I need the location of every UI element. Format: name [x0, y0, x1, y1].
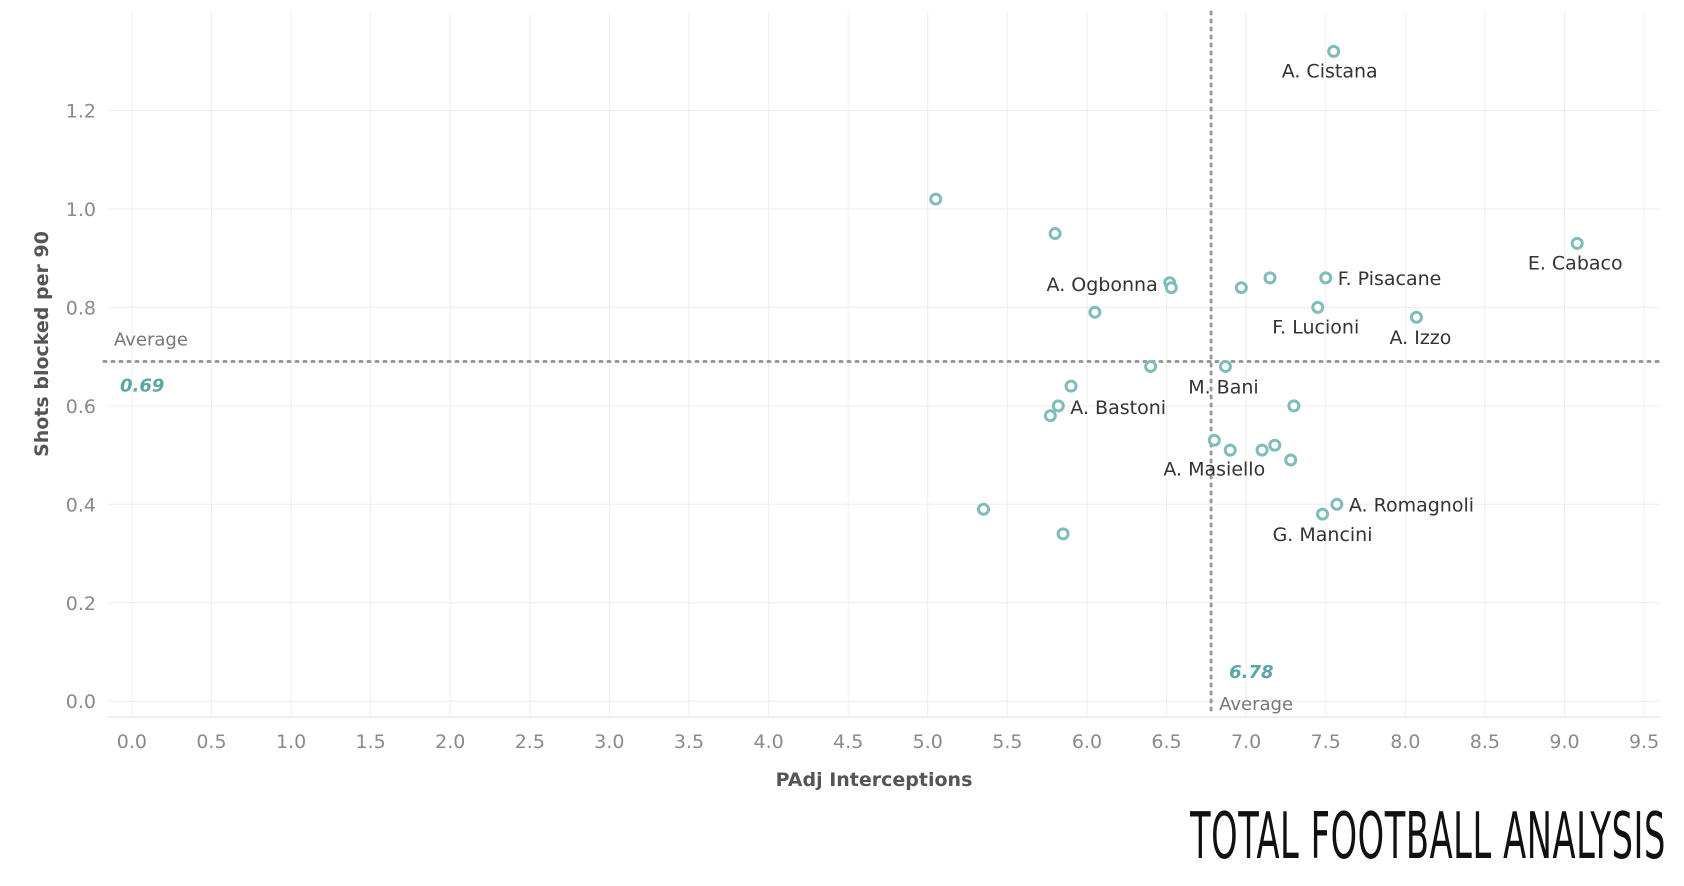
data-point [929, 192, 943, 206]
y-tick-label: 0.6 [66, 396, 96, 418]
x-tick-label: 8.0 [1390, 731, 1420, 753]
x-tick-label: 7.0 [1231, 731, 1261, 753]
x-tick-label: 9.5 [1629, 731, 1659, 753]
data-point [1311, 300, 1325, 314]
data-point [1144, 359, 1158, 373]
x-tick-label: 9.0 [1549, 731, 1579, 753]
data-point [1234, 281, 1248, 295]
x-tick-label: 0.0 [117, 731, 147, 753]
data-point [1316, 507, 1330, 521]
data-points [929, 44, 1584, 541]
x-tick-label: 8.5 [1470, 731, 1500, 753]
data-point [1409, 310, 1423, 324]
data-point [1164, 281, 1178, 295]
x-tick-label: 6.5 [1151, 731, 1181, 753]
data-point [1570, 236, 1584, 250]
y-tick-label: 1.0 [66, 199, 96, 221]
point-label: A. Ogbonna [1047, 274, 1158, 296]
x-tick-label: 0.5 [196, 731, 226, 753]
data-point [1327, 44, 1341, 58]
data-point [1263, 271, 1277, 285]
data-point [1330, 497, 1344, 511]
x-axis-title: PAdj Interceptions [776, 769, 973, 791]
y-tick-label: 1.2 [66, 100, 96, 122]
point-label: E. Cabaco [1528, 252, 1623, 274]
x-tick-label: 3.5 [674, 731, 704, 753]
x-tick-label: 4.0 [753, 731, 783, 753]
data-point [1056, 527, 1070, 541]
y-axis-title: Shots blocked per 90 [31, 231, 53, 457]
y-tick-label: 0.4 [66, 494, 96, 516]
x-average-label: Average [1219, 694, 1293, 715]
data-point [976, 502, 990, 516]
point-label: A. Masiello [1163, 458, 1265, 480]
y-average-value: 0.69 [120, 376, 164, 397]
point-label: A. Cistana [1282, 60, 1378, 82]
x-tick-label: 5.5 [992, 731, 1022, 753]
x-tick-label: 6.0 [1072, 731, 1102, 753]
data-point [1319, 271, 1333, 285]
data-point [1088, 305, 1102, 319]
data-point [1207, 433, 1221, 447]
axes: 0.0 0.5 1.0 1.5 2.0 2.5 3.0 3.5 4.0 4.5 5.0 5.5 6.0 6… [66, 100, 1660, 753]
data-point [1287, 399, 1301, 413]
data-point [1223, 443, 1237, 457]
y-tick-label: 0.0 [66, 691, 96, 713]
point-label: F. Pisacane [1338, 268, 1442, 290]
x-tick-label: 3.0 [594, 731, 624, 753]
data-point [1064, 379, 1078, 393]
data-point [1218, 359, 1232, 373]
point-label: G. Mancini [1273, 524, 1373, 546]
point-label: F. Lucioni [1272, 316, 1359, 338]
data-point [1268, 438, 1282, 452]
total-football-analysis-logo: TOTAL FOOTBALL ANALYSIS [1190, 800, 1666, 870]
x-tick-label: 1.5 [356, 731, 386, 753]
x-tick-label: 2.5 [515, 731, 545, 753]
point-label: A. Izzo [1389, 327, 1451, 349]
x-tick-label: 2.0 [435, 731, 465, 753]
point-labels: A. Cistana E. Cabaco F. Pisacane A. Ogbonna… [1047, 60, 1623, 546]
average-lines: Average 0.69 Average 6.78 [102, 10, 1662, 718]
data-point [1284, 453, 1298, 467]
x-tick-label: 4.5 [833, 731, 863, 753]
point-label: A. Romagnoli [1349, 494, 1474, 516]
gridlines [108, 12, 1660, 716]
y-tick-label: 0.2 [66, 593, 96, 615]
data-point [1048, 227, 1062, 241]
point-label: A. Bastoni [1070, 397, 1166, 419]
x-tick-label: 1.0 [276, 731, 306, 753]
data-point [1043, 409, 1057, 423]
x-average-value: 6.78 [1229, 662, 1273, 683]
point-label: M. Bani [1188, 376, 1258, 398]
data-point [1051, 399, 1065, 413]
svg-text:TOTAL FOOTBALL ANALYSIS: TOTAL FOOTBALL ANALYSIS [1190, 800, 1666, 870]
y-average-label: Average [114, 330, 188, 351]
y-tick-label: 0.8 [66, 297, 96, 319]
x-tick-label: 5.0 [913, 731, 943, 753]
x-tick-label: 7.5 [1311, 731, 1341, 753]
data-point [1255, 443, 1269, 457]
